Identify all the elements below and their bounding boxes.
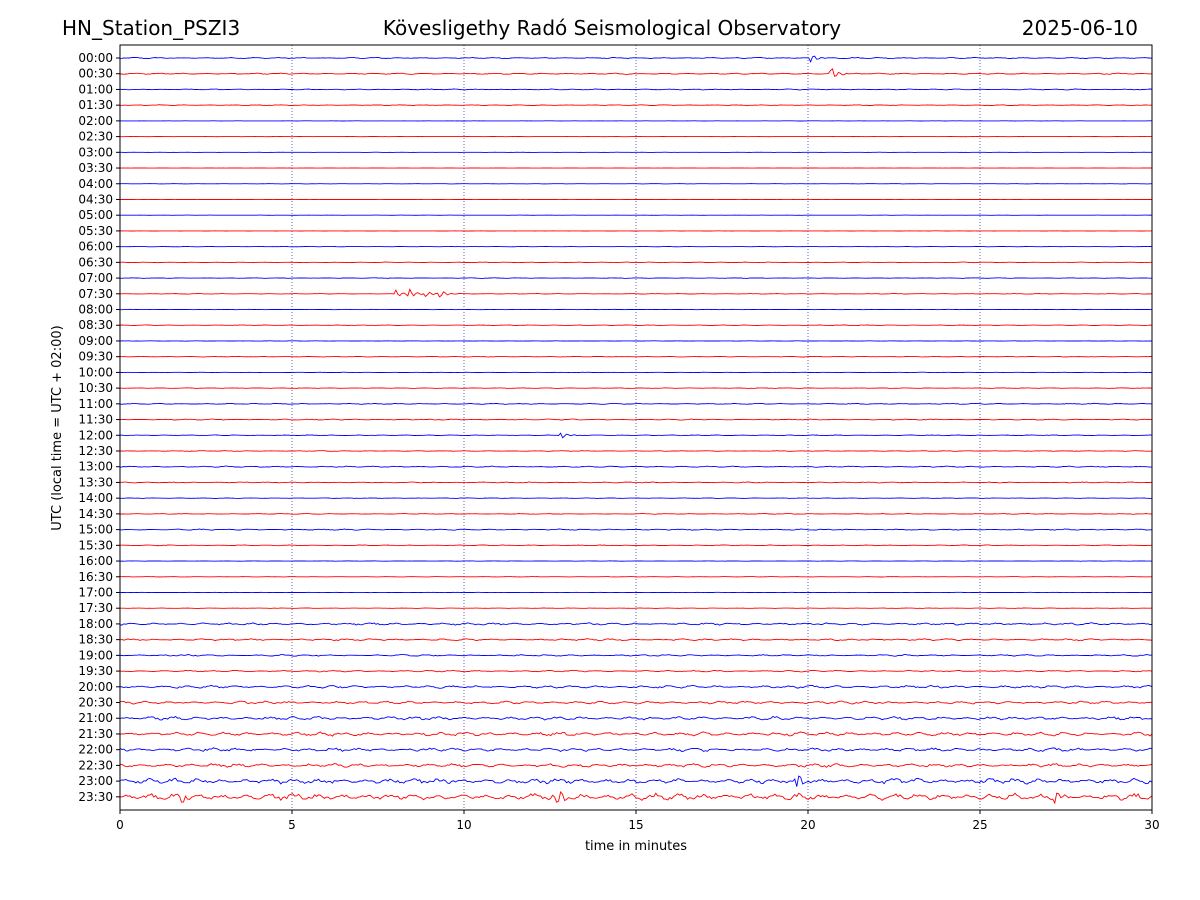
y-tick-label: 11:30 (78, 413, 113, 427)
chart-title: Kövesligethy Radó Seismological Observat… (383, 16, 841, 40)
y-tick-label: 17:00 (78, 585, 113, 599)
chart-date: 2025-06-10 (1022, 16, 1138, 40)
y-tick-label: 19:00 (78, 648, 113, 662)
trace-row-1830 (119, 638, 1153, 642)
trace-row-0100 (119, 88, 1153, 91)
y-tick-label: 07:00 (78, 271, 113, 285)
y-tick-label: 06:00 (78, 240, 113, 254)
y-tick-label: 23:00 (78, 774, 113, 788)
y-tick-label: 10:00 (78, 365, 113, 379)
y-tick-label: 13:00 (78, 460, 113, 474)
trace-row-0730 (120, 288, 1153, 298)
y-tick-label: 01:00 (78, 82, 113, 96)
y-tick-label: 15:30 (78, 538, 113, 552)
y-tick-label: 12:00 (78, 428, 113, 442)
y-tick-label: 04:00 (78, 177, 113, 191)
trace-row-1200 (119, 432, 1153, 439)
x-tick-label: 25 (972, 818, 987, 832)
x-tick-label: 15 (628, 818, 643, 832)
trace-row-0630 (119, 261, 1152, 264)
y-tick-label: 00:00 (78, 51, 113, 65)
y-tick-label: 19:30 (78, 664, 113, 678)
y-tick-label: 13:30 (78, 475, 113, 489)
y-tick-label: 17:30 (78, 601, 113, 615)
y-tick-label: 07:30 (78, 287, 113, 301)
y-tick-label: 09:00 (78, 334, 113, 348)
y-tick-label: 01:30 (78, 98, 113, 112)
trace-row-1100 (119, 402, 1153, 405)
y-tick-label: 02:00 (78, 114, 113, 128)
trace-row-1930 (119, 669, 1153, 673)
y-tick-label: 21:00 (78, 711, 113, 725)
y-tick-label: 09:30 (78, 350, 113, 364)
y-tick-label: 08:00 (78, 303, 113, 317)
trace-row-1230 (119, 450, 1152, 452)
trace-row-2130 (119, 731, 1153, 737)
x-tick-label: 0 (116, 818, 124, 832)
trace-row-0030 (119, 68, 1153, 77)
trace-row-1900 (119, 654, 1153, 657)
y-tick-label: 14:30 (78, 507, 113, 521)
y-tick-label: 03:00 (78, 145, 113, 159)
trace-row-1600 (119, 560, 1152, 562)
trace-row-0000 (119, 55, 1153, 63)
y-tick-label: 11:00 (78, 397, 113, 411)
y-tick-label: 23:30 (78, 790, 113, 804)
trace-row-1130 (119, 418, 1152, 421)
y-tick-label: 15:00 (78, 523, 113, 537)
trace-row-2000 (119, 684, 1153, 689)
trace-row-1430 (119, 513, 1153, 515)
y-tick-label: 18:00 (78, 617, 113, 631)
x-axis-label: time in minutes (585, 839, 687, 854)
y-tick-label: 21:30 (78, 727, 113, 741)
trace-row-1530 (120, 544, 1153, 547)
trace-row-0930 (119, 355, 1153, 358)
x-axis-ticks: 0 5 10 15 20 25 30 (116, 810, 1160, 832)
trace-row-2200 (119, 747, 1153, 753)
trace-row-1030 (119, 387, 1153, 389)
x-tick-label: 10 (456, 818, 471, 832)
trace-row-2030 (119, 700, 1152, 705)
y-tick-label: 16:30 (78, 570, 113, 584)
y-tick-label: 00:30 (78, 67, 113, 81)
trace-row-2230 (119, 763, 1153, 768)
y-tick-label: 12:30 (78, 444, 113, 458)
y-tick-label: 20:30 (78, 696, 113, 710)
trace-row-0830 (119, 324, 1153, 326)
y-tick-label: 22:00 (78, 743, 113, 757)
y-tick-label: 05:30 (78, 224, 113, 238)
station-name: HN_Station_PSZI3 (62, 16, 240, 40)
y-tick-label: 20:00 (78, 680, 113, 694)
y-tick-label: 08:30 (78, 318, 113, 332)
y-tick-label: 16:00 (78, 554, 113, 568)
trace-row-0130 (119, 104, 1153, 107)
y-tick-label: 03:30 (78, 161, 113, 175)
y-axis-label: UTC (local time = UTC + 02:00) (50, 325, 65, 530)
y-tick-label: 10:30 (78, 381, 113, 395)
y-tick-label: 14:00 (78, 491, 113, 505)
y-tick-label: 02:30 (78, 130, 113, 144)
trace-row-1800 (120, 622, 1152, 626)
trace-row-1500 (119, 528, 1152, 531)
trace-row-2100 (119, 715, 1153, 721)
seismic-traces (119, 55, 1153, 805)
x-tick-label: 30 (1144, 818, 1159, 832)
trace-row-2330 (119, 791, 1153, 805)
y-tick-label: 04:30 (78, 192, 113, 206)
trace-row-1300 (119, 465, 1152, 468)
y-tick-label: 06:30 (78, 255, 113, 269)
y-tick-label: 05:00 (78, 208, 113, 222)
trace-row-0700 (119, 277, 1152, 279)
y-tick-label: 18:30 (78, 633, 113, 647)
x-tick-label: 20 (800, 818, 815, 832)
trace-row-1330 (119, 481, 1153, 484)
y-tick-label: 22:30 (78, 758, 113, 772)
x-tick-label: 5 (288, 818, 296, 832)
trace-row-1400 (120, 497, 1153, 499)
trace-row-2300 (119, 775, 1153, 787)
